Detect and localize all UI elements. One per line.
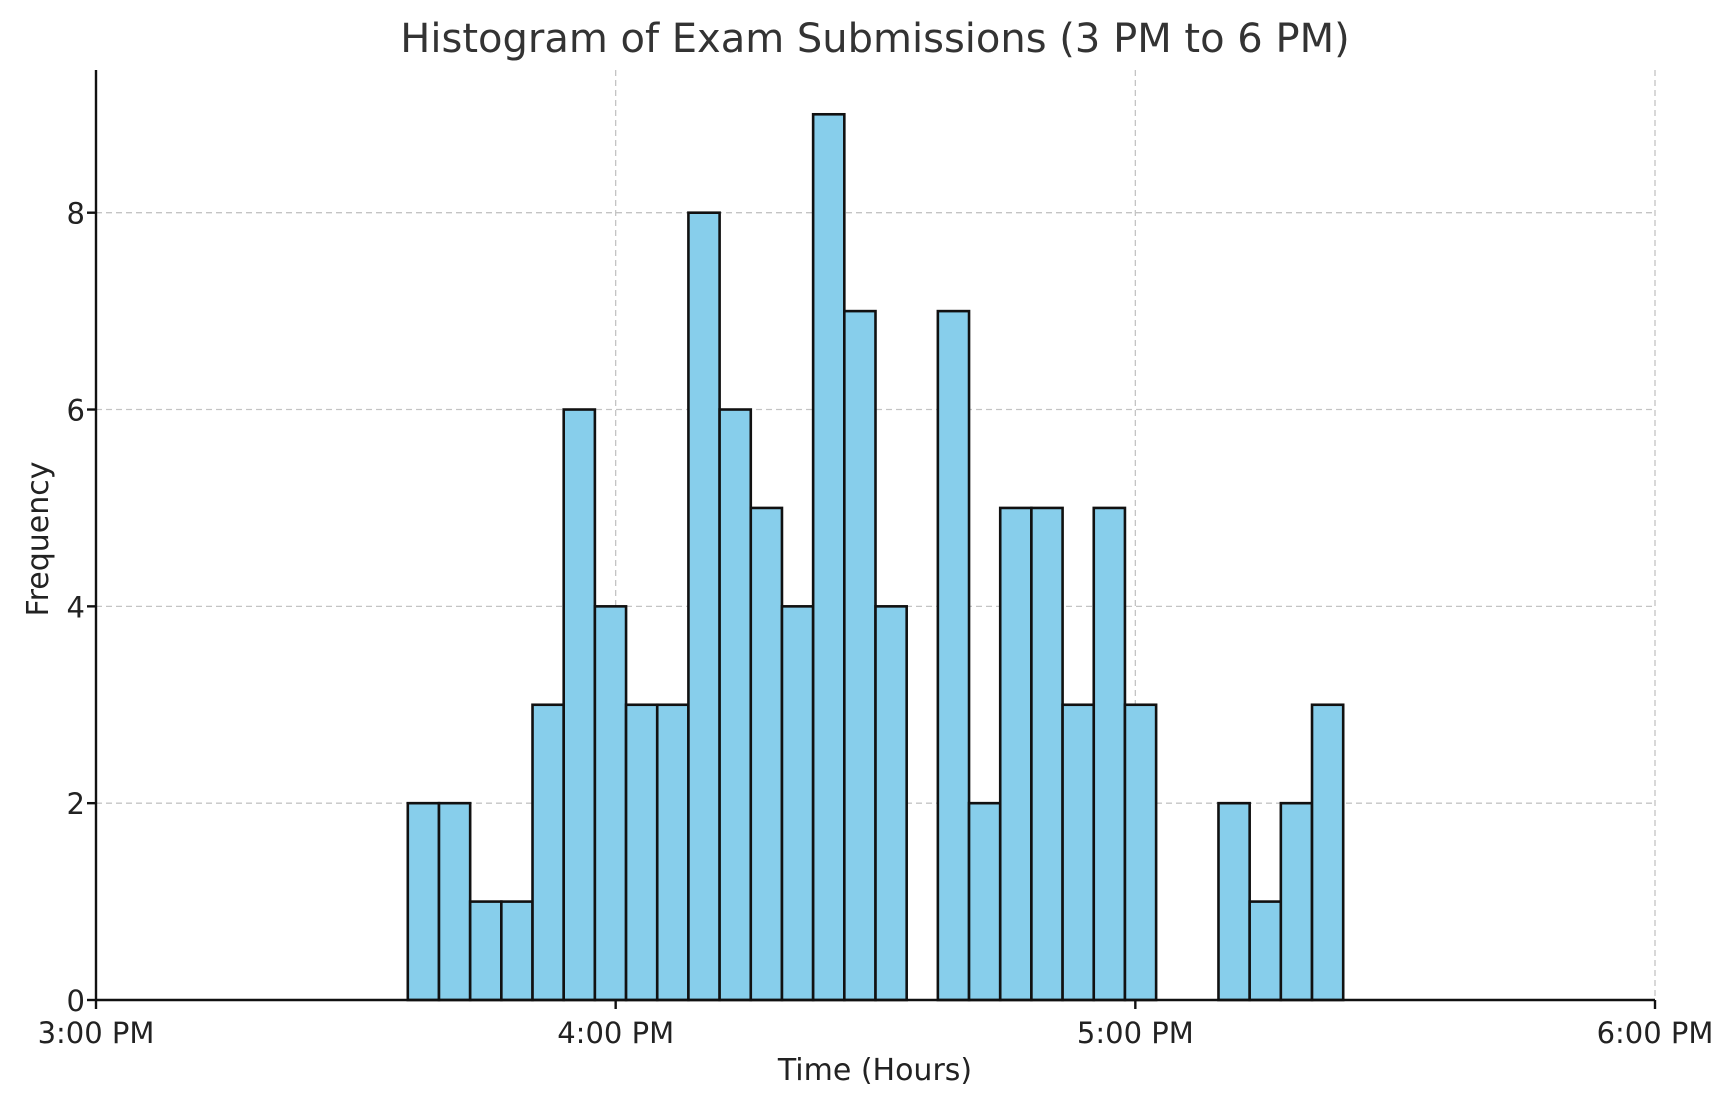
histogram-bars (406, 112, 1345, 1002)
histogram-bar-15 (874, 605, 908, 1002)
histogram-bar-14 (843, 309, 877, 1002)
histogram-bar-28 (1279, 801, 1314, 1002)
y-tick-label-0: 0 (67, 984, 85, 1018)
histogram-bar-29 (1310, 703, 1345, 1002)
histogram-bar-6 (593, 605, 628, 1002)
histogram-bar-9 (687, 211, 721, 1002)
histogram-bar-8 (655, 703, 690, 1002)
histogram-bar-26 (1217, 801, 1251, 1002)
histogram-bar-22 (1092, 506, 1127, 1002)
x-tick-label-2: 5:00 PM (1077, 1016, 1194, 1050)
histogram-bar-12 (780, 605, 815, 1002)
y-tick-label-3: 6 (67, 394, 85, 428)
x-axis-label: Time (Hours) (777, 1053, 972, 1088)
x-tick-label-0: 3:00 PM (38, 1016, 155, 1050)
histogram-bar-5 (562, 408, 597, 1002)
chart-title: Histogram of Exam Submissions (3 PM to 6… (400, 16, 1349, 62)
histogram-bar-4 (531, 703, 566, 1002)
histogram-bar-1 (437, 801, 472, 1002)
histogram-bar-2 (468, 900, 503, 1002)
histogram-bar-7 (624, 703, 659, 1002)
histogram-bar-0 (406, 801, 441, 1002)
histogram-bar-10 (718, 408, 753, 1002)
histogram-bar-23 (1123, 703, 1158, 1002)
histogram-bar-17 (936, 309, 971, 1002)
y-tick-label-2: 4 (67, 590, 85, 624)
axes (87, 70, 1657, 1009)
histogram-bar-18 (967, 801, 1002, 1002)
histogram-bar-27 (1248, 900, 1283, 1002)
histogram-bar-21 (1061, 703, 1096, 1002)
histogram-bar-11 (749, 506, 784, 1002)
y-tick-label-4: 8 (67, 197, 85, 231)
histogram-bar-3 (500, 900, 534, 1002)
histogram-bar-20 (1030, 506, 1064, 1002)
y-axis-label: Frequency (21, 462, 56, 617)
x-tick-label-1: 4:00 PM (557, 1016, 674, 1050)
x-tick-label-3: 6:00 PM (1597, 1016, 1714, 1050)
tick-labels: 3:00 PM 4:00 PM 5:00 PM 6:00 PM 0 2 4 6 8 (38, 197, 1714, 1050)
histogram-bar-13 (811, 112, 846, 1002)
histogram-bar-19 (998, 506, 1033, 1002)
y-tick-label-1: 2 (67, 787, 85, 821)
